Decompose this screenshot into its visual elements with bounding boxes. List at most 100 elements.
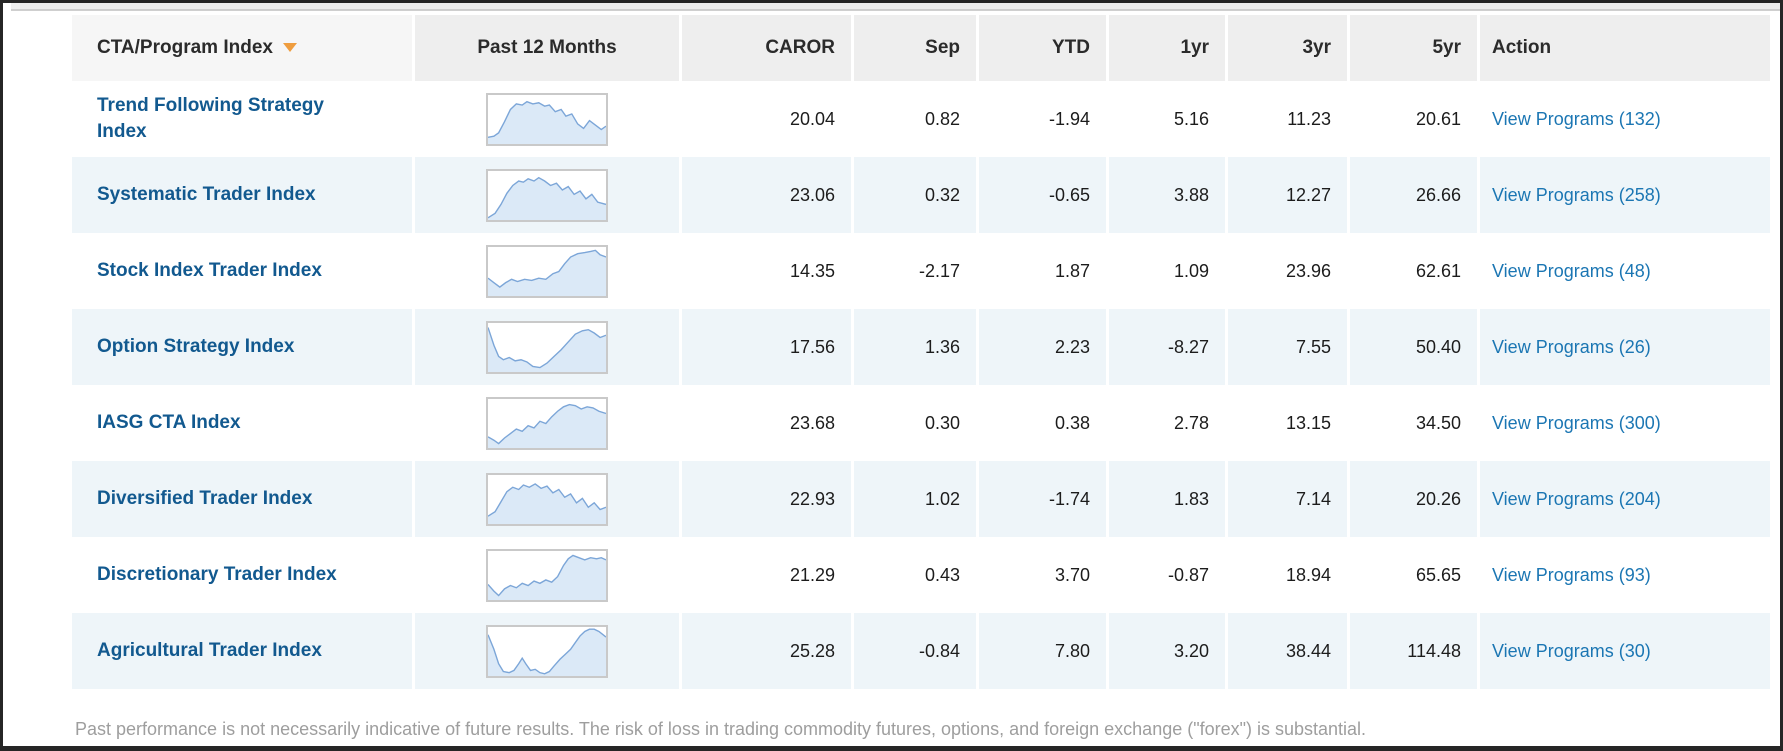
disclaimer-text: Past performance is not necessarily indi… [75, 719, 1367, 739]
past-12-months-cell [412, 613, 679, 689]
index-name-link[interactable]: Trend Following Strategy Index [97, 95, 324, 142]
sparkline-chart [486, 244, 608, 298]
yr1-value: 3.88 [1106, 157, 1225, 233]
column-header-label: CAROR [765, 37, 835, 58]
index-name-cell: Systematic Trader Index [72, 157, 412, 233]
sep-value: -2.17 [851, 233, 976, 309]
index-name-link[interactable]: Diversified Trader Index [97, 488, 313, 510]
sparkline-chart [486, 320, 608, 374]
top-scroll-strip [11, 3, 1780, 11]
ytd-value: 2.23 [976, 309, 1106, 385]
column-header-label: CTA/Program Index [97, 37, 273, 58]
caror-value: 20.04 [679, 81, 851, 157]
sparkline-chart [486, 396, 608, 450]
yr5-value: 65.65 [1347, 537, 1477, 613]
yr1-value: 1.09 [1106, 233, 1225, 309]
column-header-sep[interactable]: Sep [851, 15, 976, 81]
index-name-cell: Trend Following Strategy Index [72, 81, 412, 157]
past-12-months-cell [412, 233, 679, 309]
yr1-value: 2.78 [1106, 385, 1225, 461]
table-header: CTA/Program Index Past 12 Months CAROR Sep Y… [72, 15, 1770, 81]
past-12-months-cell [412, 385, 679, 461]
ytd-value: -1.74 [976, 461, 1106, 537]
column-header-spark[interactable]: Past 12 Months [412, 15, 679, 81]
view-programs-link[interactable]: View Programs (26) [1492, 336, 1651, 357]
column-header-label: 1yr [1180, 37, 1209, 58]
past-12-months-cell [412, 461, 679, 537]
table-row: Agricultural Trader Index 25.28 -0.84 7.80 3… [72, 613, 1770, 689]
table-row: Stock Index Trader Index 14.35 -2.17 1.87 1.… [72, 233, 1770, 309]
ytd-value: 7.80 [976, 613, 1106, 689]
column-header-label: Sep [925, 37, 960, 58]
yr5-value: 114.48 [1347, 613, 1477, 689]
column-header-label: YTD [1052, 37, 1090, 58]
action-cell: View Programs (48) [1477, 233, 1770, 309]
caror-value: 14.35 [679, 233, 851, 309]
index-name-link[interactable]: Systematic Trader Index [97, 184, 316, 206]
yr1-value: -0.87 [1106, 537, 1225, 613]
yr5-value: 20.61 [1347, 81, 1477, 157]
past-12-months-cell [412, 157, 679, 233]
ytd-value: 1.87 [976, 233, 1106, 309]
column-header-action[interactable]: Action [1477, 15, 1770, 81]
yr1-value: 3.20 [1106, 613, 1225, 689]
sort-descending-icon[interactable] [282, 43, 297, 52]
yr5-value: 20.26 [1347, 461, 1477, 537]
yr3-value: 23.96 [1225, 233, 1347, 309]
caror-value: 23.68 [679, 385, 851, 461]
view-programs-link[interactable]: View Programs (204) [1492, 488, 1661, 509]
view-programs-link[interactable]: View Programs (300) [1492, 412, 1661, 433]
table-row: Systematic Trader Index 23.06 0.32 -0.65 3.8… [72, 157, 1770, 233]
index-name-link[interactable]: Option Strategy Index [97, 336, 295, 358]
column-header-caror[interactable]: CAROR [679, 15, 851, 81]
view-programs-link[interactable]: View Programs (48) [1492, 260, 1651, 281]
yr3-value: 12.27 [1225, 157, 1347, 233]
view-programs-link[interactable]: View Programs (30) [1492, 640, 1651, 661]
header-row: CTA/Program Index Past 12 Months CAROR Sep Y… [72, 15, 1770, 81]
action-cell: View Programs (132) [1477, 81, 1770, 157]
column-header-name[interactable]: CTA/Program Index [72, 15, 412, 81]
column-header-label: 5yr [1432, 37, 1461, 58]
index-name-link[interactable]: IASG CTA Index [97, 412, 241, 434]
index-name-link[interactable]: Stock Index Trader Index [97, 260, 322, 282]
index-name-cell: IASG CTA Index [72, 385, 412, 461]
content-area: CTA/Program Index Past 12 Months CAROR Sep Y… [3, 11, 1780, 740]
index-name-cell: Diversified Trader Index [72, 461, 412, 537]
yr3-value: 38.44 [1225, 613, 1347, 689]
yr5-value: 62.61 [1347, 233, 1477, 309]
column-header-yr1[interactable]: 1yr [1106, 15, 1225, 81]
index-name-link[interactable]: Agricultural Trader Index [97, 640, 322, 662]
table-row: Diversified Trader Index 22.93 1.02 -1.74 1.… [72, 461, 1770, 537]
sparkline-chart [486, 548, 608, 602]
column-header-ytd[interactable]: YTD [976, 15, 1106, 81]
yr3-value: 18.94 [1225, 537, 1347, 613]
index-name-cell: Option Strategy Index [72, 309, 412, 385]
caror-value: 23.06 [679, 157, 851, 233]
sep-value: 0.82 [851, 81, 976, 157]
ytd-value: 0.38 [976, 385, 1106, 461]
column-header-yr3[interactable]: 3yr [1225, 15, 1347, 81]
sep-value: -0.84 [851, 613, 976, 689]
table-row: IASG CTA Index 23.68 0.30 0.38 2.78 13.15 34.5… [72, 385, 1770, 461]
index-name-link[interactable]: Discretionary Trader Index [97, 564, 337, 586]
yr1-value: 5.16 [1106, 81, 1225, 157]
column-header-label: Action [1492, 37, 1552, 58]
yr3-value: 7.14 [1225, 461, 1347, 537]
table-row: Option Strategy Index 17.56 1.36 2.23 -8.27 7… [72, 309, 1770, 385]
view-programs-link[interactable]: View Programs (93) [1492, 564, 1651, 585]
column-header-yr5[interactable]: 5yr [1347, 15, 1477, 81]
view-programs-link[interactable]: View Programs (132) [1492, 108, 1661, 129]
yr3-value: 11.23 [1225, 81, 1347, 157]
yr1-value: 1.83 [1106, 461, 1225, 537]
view-programs-link[interactable]: View Programs (258) [1492, 184, 1661, 205]
sparkline-chart [486, 168, 608, 222]
caror-value: 21.29 [679, 537, 851, 613]
action-cell: View Programs (300) [1477, 385, 1770, 461]
index-name-cell: Discretionary Trader Index [72, 537, 412, 613]
column-header-label: Past 12 Months [477, 37, 617, 58]
table-body: Trend Following Strategy Index 20.04 0.82 -… [72, 81, 1770, 689]
action-cell: View Programs (93) [1477, 537, 1770, 613]
caror-value: 25.28 [679, 613, 851, 689]
yr1-value: -8.27 [1106, 309, 1225, 385]
